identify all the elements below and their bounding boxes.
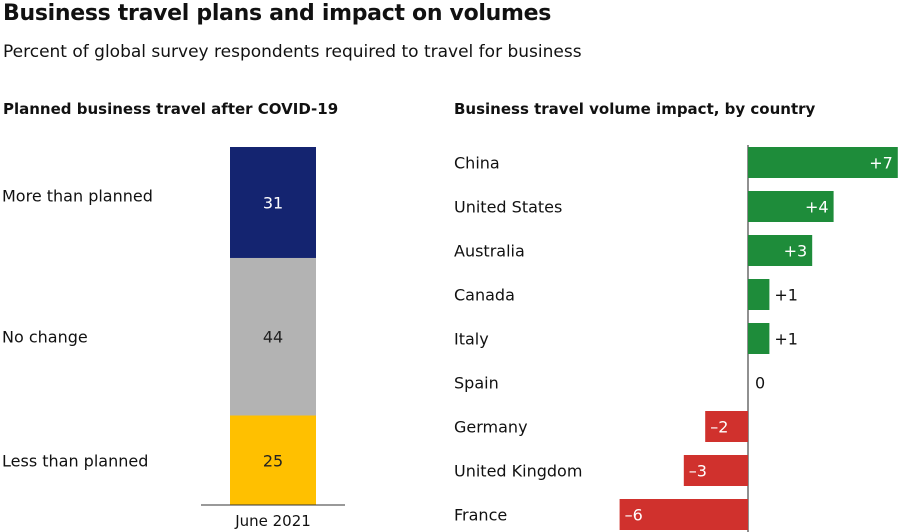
bar-value-label: 0 (755, 374, 765, 393)
stacked-segment-2 (230, 415, 316, 505)
country-bar (705, 411, 748, 442)
country-label: Canada (454, 286, 515, 305)
country-label: Italy (454, 330, 489, 349)
country-bar (748, 279, 770, 310)
bar-value-label: +3 (784, 242, 808, 261)
country-label: Spain (454, 374, 499, 393)
bar-value-label: +7 (869, 154, 893, 173)
country-label: Germany (454, 418, 528, 437)
bar-value-label: –3 (689, 462, 707, 481)
country-chart-title: Business travel volume impact, by countr… (454, 100, 816, 118)
chart-subtitle: Percent of global survey respondents req… (3, 42, 582, 62)
segment-value-label: 31 (263, 193, 283, 212)
segment-value-label: 44 (263, 328, 283, 347)
bar-value-label: +4 (805, 198, 829, 217)
country-bar (748, 323, 770, 354)
stacked-segment-1 (230, 257, 316, 416)
x-tick-label: June 2021 (234, 512, 311, 530)
bar-value-label: –6 (625, 506, 643, 525)
segment-category-label: Less than planned (2, 451, 148, 470)
segment-category-label: More than planned (2, 186, 153, 205)
country-bar (683, 455, 748, 486)
country-bar (748, 235, 813, 266)
bar-value-label: –2 (710, 418, 728, 437)
chart-title: Business travel plans and impact on volu… (3, 1, 552, 26)
segment-value-label: 25 (263, 451, 283, 470)
bar-value-label: +1 (774, 286, 798, 305)
country-label: China (454, 154, 500, 173)
stacked-chart-title: Planned business travel after COVID-19 (3, 100, 339, 118)
country-label: United States (454, 198, 562, 217)
segment-category-label: No change (2, 328, 88, 347)
country-label: France (454, 506, 507, 525)
bar-value-label: +1 (774, 330, 798, 349)
country-label: Australia (454, 242, 525, 261)
country-bar (748, 191, 834, 222)
country-bar (748, 147, 898, 178)
country-bar (619, 499, 748, 530)
stacked-segment-0 (230, 147, 316, 258)
country-label: United Kingdom (454, 462, 582, 481)
